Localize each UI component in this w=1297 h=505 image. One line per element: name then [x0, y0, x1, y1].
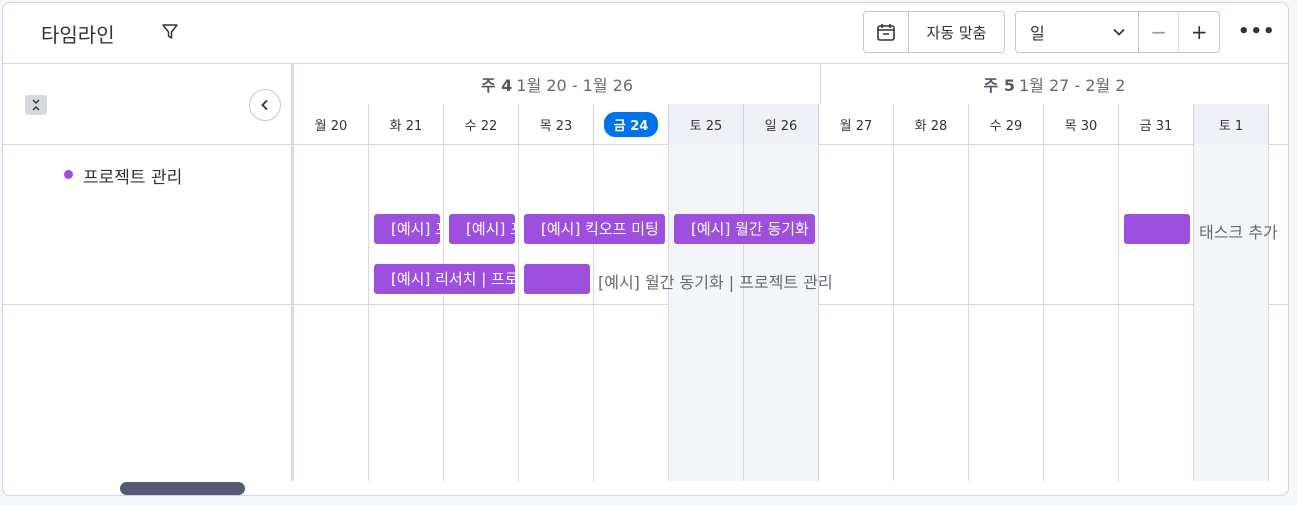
- timeline-panel: 타임라인 자동 맞춤 일 −: [2, 2, 1289, 496]
- task-bar[interactable]: [예시] 월간 동기화: [674, 214, 815, 244]
- task-label-external: 태스크 추가: [1199, 223, 1278, 242]
- zoom-out-button[interactable]: −: [1150, 20, 1168, 44]
- week-range: 1월 27 - 2월 2: [1018, 75, 1126, 95]
- day-label: 수 29: [989, 118, 1023, 134]
- day-column: [1194, 144, 1269, 481]
- day-column: [669, 144, 744, 481]
- day-header-cell: 화 21: [369, 104, 444, 144]
- day-label: 토 1: [1218, 118, 1244, 134]
- task-bar[interactable]: [예시] 프로젝트 관리: [374, 214, 440, 244]
- day-label: 화 28: [914, 118, 948, 134]
- group-label[interactable]: 프로젝트 관리: [83, 168, 183, 188]
- task-bar[interactable]: [예시] 킥오프 미팅: [524, 214, 665, 244]
- day-header-cell: 목 23: [519, 104, 594, 144]
- day-column: [444, 144, 519, 481]
- day-column: [894, 144, 969, 481]
- task-label-external: [예시] 월간 동기화 | 프로젝트 관리: [598, 273, 833, 292]
- task-bar[interactable]: [예시] 프로젝트 관리: [449, 214, 515, 244]
- day-label: 화 21: [389, 118, 423, 134]
- header-divider: [3, 63, 1288, 64]
- group-divider: [3, 304, 1288, 305]
- day-header-cell: 월 27: [819, 104, 894, 144]
- more-menu-button[interactable]: •••: [1238, 21, 1276, 42]
- day-label: 금 31: [1139, 118, 1173, 134]
- week-range: 1월 20 - 1월 26: [516, 75, 634, 95]
- day-header-cell: 화 28: [894, 104, 969, 144]
- day-header-cell: 수 22: [444, 104, 519, 144]
- task-bar-add[interactable]: [1124, 214, 1190, 244]
- auto-fit-group: 자동 맞춤: [863, 11, 1005, 53]
- day-label: 월 20: [314, 118, 348, 134]
- day-column: [369, 144, 444, 481]
- chevron-left-icon: [261, 99, 268, 111]
- zoom-in-button[interactable]: +: [1178, 12, 1219, 52]
- horizontal-scrollbar[interactable]: [120, 482, 245, 495]
- chevron-down-icon: [1113, 28, 1125, 36]
- week-header: 주 5 1월 27 - 2월 2: [821, 63, 1288, 104]
- page-title: 타임라인: [41, 23, 115, 47]
- day-row-divider: [3, 144, 1288, 145]
- day-column: [744, 144, 819, 481]
- calendar-button[interactable]: [864, 12, 909, 52]
- day-label: 목 23: [539, 118, 573, 134]
- group-color-dot: [64, 170, 73, 179]
- day-column: [1044, 144, 1119, 481]
- calendar-icon: [877, 24, 895, 41]
- day-label: 월 27: [839, 118, 873, 134]
- day-header-cell: 금 31: [1119, 104, 1194, 144]
- day-label: 수 22: [464, 118, 498, 134]
- day-column: [1119, 144, 1194, 481]
- collapse-icon: [32, 99, 40, 111]
- week-number: 주 5: [983, 75, 1015, 95]
- week-header: 주 4 1월 20 - 1월 26: [294, 63, 821, 104]
- day-header-cell: 월 20: [294, 104, 369, 144]
- week-number: 주 4: [480, 75, 513, 95]
- collapse-sidebar-button[interactable]: [249, 89, 281, 121]
- day-column: [594, 144, 669, 481]
- day-header-cell: 수 29: [969, 104, 1044, 144]
- timeline-header: 타임라인 자동 맞춤 일 −: [3, 3, 1288, 63]
- day-column: [294, 144, 369, 481]
- task-bar[interactable]: [예시] 리서치 | 프로젝트 관리: [374, 264, 515, 294]
- day-header-cell: 일 26: [744, 104, 819, 144]
- view-select[interactable]: 일: [1016, 12, 1139, 52]
- filter-icon[interactable]: [161, 23, 179, 41]
- collapse-all-button[interactable]: [25, 95, 47, 115]
- day-label: 일 26: [764, 118, 798, 134]
- day-label: 토 25: [689, 118, 723, 134]
- day-column: [519, 144, 594, 481]
- day-header-cell: 금 24: [594, 104, 669, 144]
- day-column: [969, 144, 1044, 481]
- day-header-cell: 목 30: [1044, 104, 1119, 144]
- today-label: 금 24: [603, 111, 659, 137]
- zoom-group: 일 − +: [1015, 11, 1220, 53]
- day-column: [819, 144, 894, 481]
- sidebar-splitter[interactable]: [291, 63, 294, 481]
- auto-fit-button[interactable]: 자동 맞춤: [926, 23, 987, 42]
- day-header-cell: 토 1: [1194, 104, 1269, 144]
- view-select-value: 일: [1030, 24, 1045, 43]
- day-header-cell: 토 25: [669, 104, 744, 144]
- day-label: 목 30: [1064, 118, 1098, 134]
- task-bar-short[interactable]: [524, 264, 590, 294]
